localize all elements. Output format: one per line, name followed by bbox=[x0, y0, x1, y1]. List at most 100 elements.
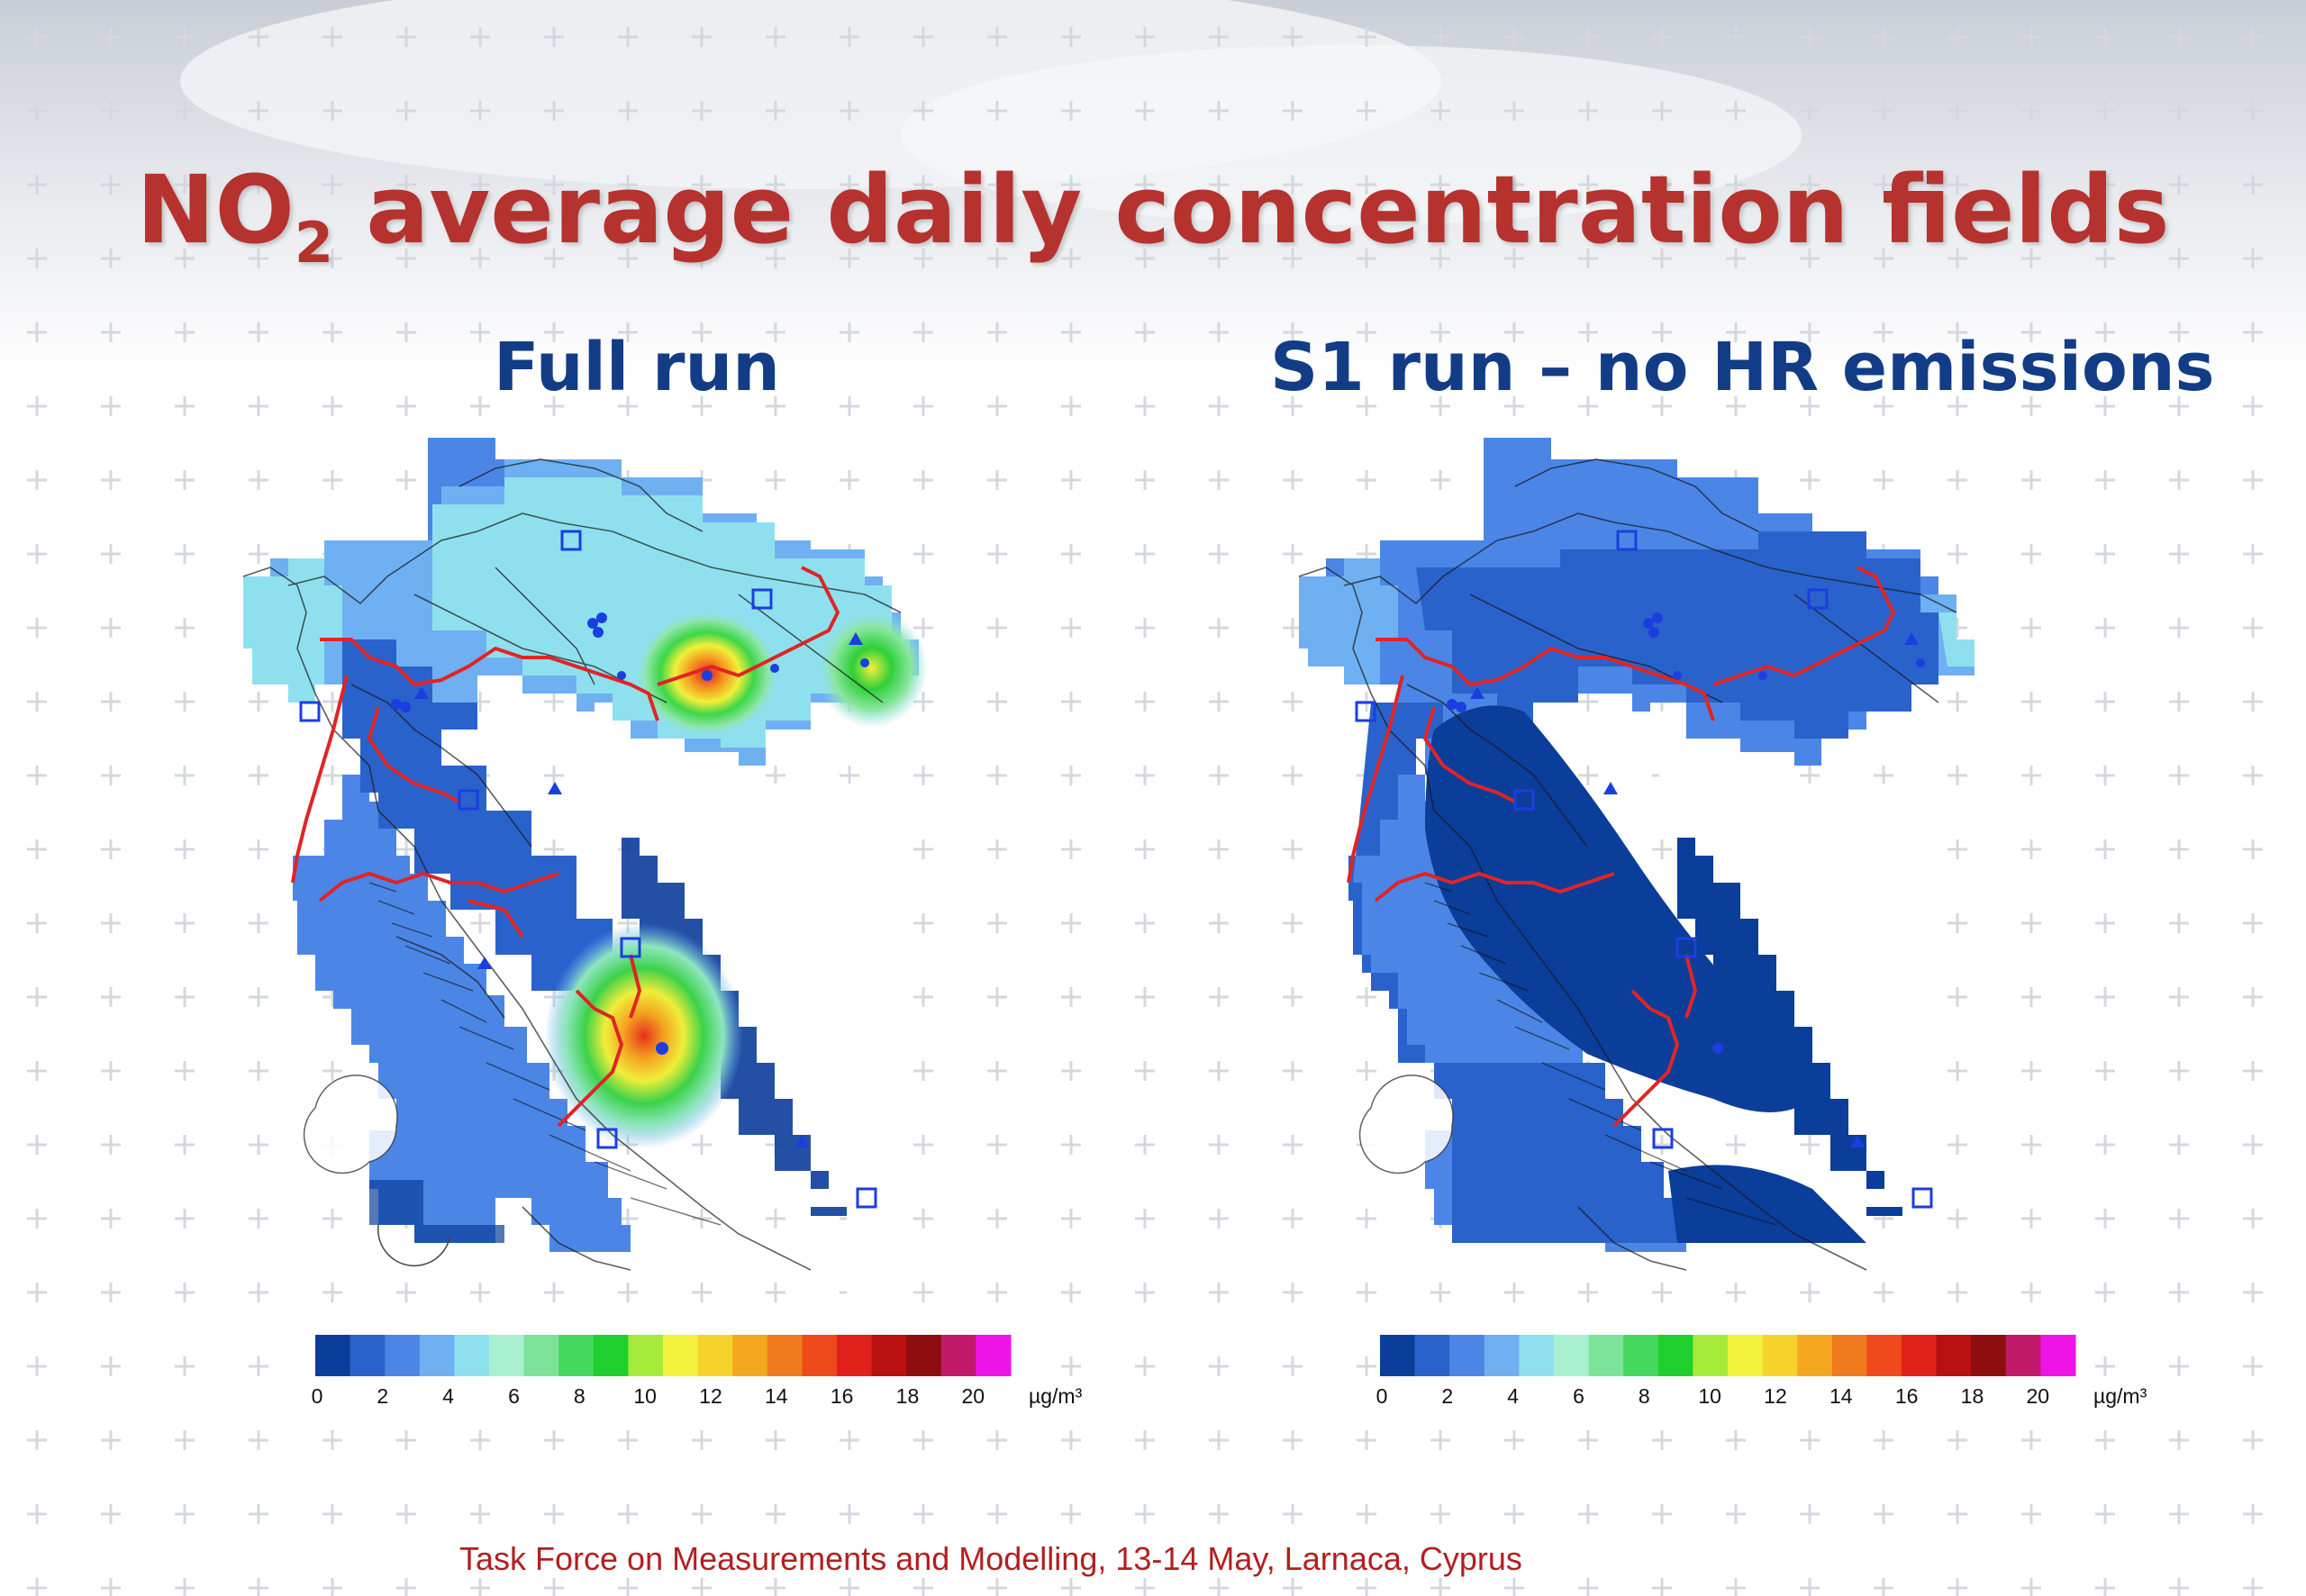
colorbar-tick-label: 12 bbox=[699, 1384, 722, 1408]
colorbar-tick-label: 10 bbox=[1698, 1384, 1721, 1408]
map-s1-run bbox=[1298, 438, 1975, 1315]
station-dot bbox=[1447, 699, 1457, 710]
station-dot bbox=[1456, 702, 1466, 712]
colorbar-swatch bbox=[1762, 1335, 1798, 1376]
colorbar-swatch bbox=[1866, 1335, 1902, 1376]
colorbar-swatch bbox=[454, 1335, 490, 1376]
colorbar-tick-label: 6 bbox=[508, 1384, 520, 1408]
station-square bbox=[1807, 588, 1829, 610]
colorbar-swatch bbox=[837, 1335, 873, 1376]
colorbar-swatch bbox=[1831, 1335, 1867, 1376]
station-dot bbox=[1643, 618, 1654, 629]
colorbar-swatch bbox=[1693, 1335, 1729, 1376]
station-dot bbox=[860, 658, 869, 667]
station-dot bbox=[400, 702, 411, 712]
hotspot-south bbox=[545, 923, 743, 1148]
station-triangle bbox=[1850, 1135, 1865, 1147]
station-triangle bbox=[849, 632, 863, 645]
station-dot bbox=[587, 618, 598, 629]
station-triangle bbox=[1470, 686, 1484, 699]
station-dot bbox=[617, 671, 626, 680]
colorbar-swatch bbox=[767, 1335, 803, 1376]
colorbar-tick-label: 8 bbox=[1639, 1384, 1650, 1408]
colorbar-tick-label: 12 bbox=[1764, 1384, 1787, 1408]
colorbar-swatch bbox=[593, 1335, 629, 1376]
station-square bbox=[1675, 937, 1697, 958]
station-square bbox=[560, 530, 582, 551]
station-dot bbox=[1652, 612, 1663, 623]
station-square bbox=[1652, 1128, 1674, 1149]
colorbar-swatch bbox=[1484, 1335, 1520, 1376]
hotspot-east bbox=[816, 609, 928, 728]
station-dot bbox=[391, 699, 402, 710]
station-dot bbox=[596, 612, 607, 623]
colorbar-swatch bbox=[1380, 1335, 1416, 1376]
station-triangle bbox=[1904, 632, 1919, 645]
colorbar-tick-label: 6 bbox=[1573, 1384, 1584, 1408]
panel-title-s1-run: S1 run – no HR emissions bbox=[1270, 329, 2215, 406]
colorbar-tick-label: 20 bbox=[962, 1384, 985, 1408]
panel-title-full-run: Full run bbox=[494, 329, 780, 406]
colorbar-tick-label: 20 bbox=[2027, 1384, 2050, 1408]
station-triangle bbox=[794, 1135, 809, 1147]
colorbar-tick-label: 0 bbox=[1376, 1384, 1388, 1408]
colorbar-swatch bbox=[1728, 1335, 1764, 1376]
station-triangle bbox=[477, 957, 492, 969]
map-full-run bbox=[242, 438, 928, 1315]
colorbar-tick-label: 2 bbox=[377, 1384, 388, 1408]
colorbar-swatch bbox=[1588, 1335, 1624, 1376]
colorbar-unit: µg/m³ bbox=[2093, 1384, 2147, 1408]
colorbar-tick-label: 0 bbox=[312, 1384, 323, 1408]
station-square bbox=[596, 1128, 618, 1149]
colorbar-swatch bbox=[2005, 1335, 2041, 1376]
colorbar-tick-label: 4 bbox=[1507, 1384, 1519, 1408]
colorbar-swatch bbox=[1554, 1335, 1590, 1376]
slide-title: NO2 average daily concentration fields bbox=[136, 155, 2170, 276]
colorbar-swatch bbox=[1971, 1335, 2007, 1376]
station-dot bbox=[1673, 671, 1682, 680]
station-dot bbox=[593, 627, 604, 638]
station-square bbox=[751, 588, 773, 610]
colorbar-swatch bbox=[871, 1335, 907, 1376]
colorbar-swatch bbox=[558, 1335, 595, 1376]
colorbar-swatch bbox=[523, 1335, 559, 1376]
colorbar-tick-label: 4 bbox=[442, 1384, 454, 1408]
colorbar-tick-label: 14 bbox=[1829, 1384, 1853, 1408]
colorbar-swatch bbox=[1902, 1335, 1938, 1376]
station-dot bbox=[770, 664, 779, 673]
colorbar-swatch bbox=[906, 1335, 942, 1376]
colorbar-tick-label: 18 bbox=[896, 1384, 920, 1408]
colorbar-swatch bbox=[315, 1335, 351, 1376]
station-triangle bbox=[1603, 782, 1618, 794]
station-square bbox=[1911, 1187, 1933, 1209]
colorbar-swatch bbox=[2040, 1335, 2076, 1376]
station-triangle bbox=[548, 782, 562, 794]
colorbar-unit: µg/m³ bbox=[1029, 1384, 1083, 1408]
station-square bbox=[458, 789, 479, 811]
station-square bbox=[620, 937, 641, 958]
colorbar-swatch bbox=[1414, 1335, 1450, 1376]
station-dot bbox=[1916, 658, 1925, 667]
colorbar-swatch bbox=[663, 1335, 699, 1376]
colorbar-tick-label: 14 bbox=[765, 1384, 788, 1408]
colorbar-swatch bbox=[385, 1335, 421, 1376]
station-dot bbox=[1712, 1043, 1723, 1054]
colorbar-swatch bbox=[976, 1335, 1012, 1376]
station-dot bbox=[1758, 671, 1767, 680]
colorbar-swatch bbox=[697, 1335, 733, 1376]
colorbar-swatch bbox=[1797, 1335, 1833, 1376]
colorbar-swatch bbox=[1657, 1335, 1693, 1376]
colorbar-swatch bbox=[732, 1335, 768, 1376]
station-dot bbox=[702, 670, 713, 681]
station-square bbox=[1616, 530, 1638, 551]
colorbar-swatch bbox=[419, 1335, 455, 1376]
colorbar-full-run: 0 2 4 6 8 10 12 14 16 18 20 µg/m³ bbox=[312, 1335, 1083, 1408]
colorbar-tick-label: 10 bbox=[633, 1384, 657, 1408]
colorbar-swatch bbox=[628, 1335, 664, 1376]
colorbar-swatch bbox=[1936, 1335, 1972, 1376]
station-triangle bbox=[414, 686, 429, 699]
colorbar-swatch bbox=[1623, 1335, 1659, 1376]
station-square bbox=[1513, 789, 1535, 811]
station-square bbox=[856, 1187, 877, 1209]
